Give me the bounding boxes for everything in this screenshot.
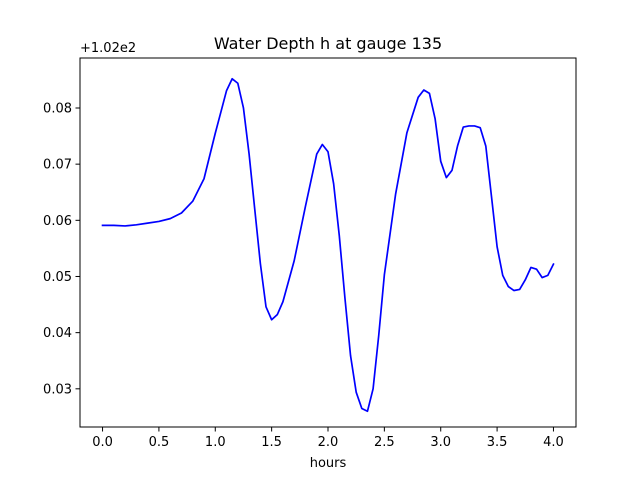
y-tick-label: 0.07 [43,158,72,173]
y-tick-label: 0.08 [43,101,72,116]
x-tick-label: 4.0 [543,435,564,450]
y-tick-label: 0.03 [43,382,72,397]
x-tick-label: 1.0 [205,435,226,450]
x-axis-label: hours [310,456,347,471]
x-tick-label: 2.0 [318,435,339,450]
plot-area: 0.0 0.5 1.0 1.5 2.0 2.5 3.0 3.5 4.0 0.03 0.04 0.05 0… [43,57,577,450]
x-tick-label: 0.5 [149,435,170,450]
y-tick-label: 0.06 [43,214,72,229]
x-tick-label: 3.5 [487,435,508,450]
y-tick-label: 0.04 [43,326,72,341]
x-tick-label: 2.5 [374,435,395,450]
series-line-0 [101,77,555,413]
y-axis-offset-label: +1.02e2 [80,41,136,56]
x-tick-label: 3.0 [430,435,451,450]
x-tick-label: 0.0 [92,435,113,450]
y-tick-label: 0.05 [43,270,72,285]
chart-title: Water Depth h at gauge 135 [214,34,442,53]
x-tick-label: 1.5 [261,435,282,450]
